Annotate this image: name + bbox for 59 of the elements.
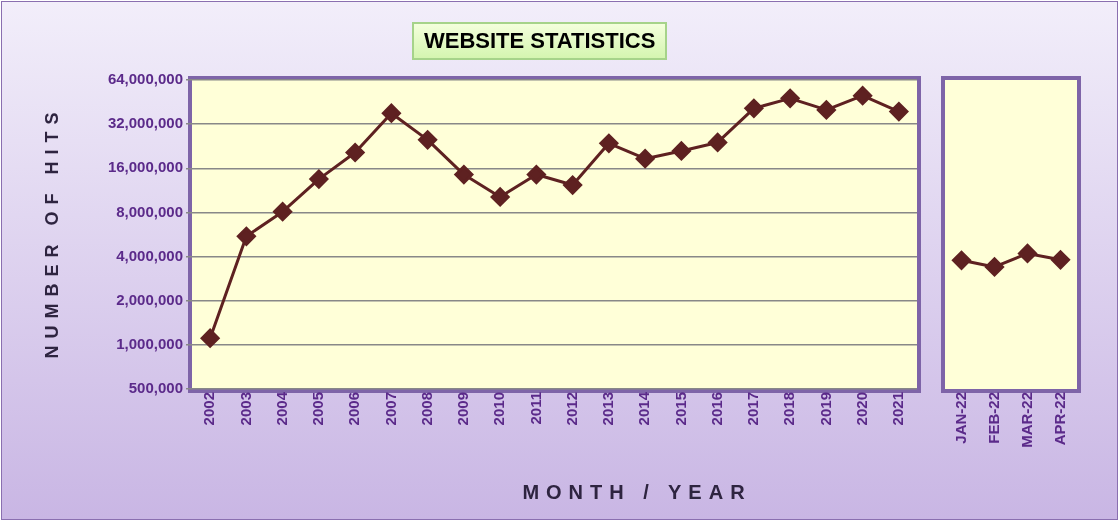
y-axis-title: NUMBER OF HITS: [41, 105, 63, 359]
point: [708, 132, 728, 152]
point: [200, 328, 220, 348]
x-tick-label: 2002: [200, 392, 218, 426]
x-tick-label: APR-22: [1050, 392, 1068, 446]
x-tick-label: 2009: [454, 392, 472, 426]
point: [635, 149, 655, 169]
x-tick-label: 2018: [780, 392, 798, 426]
point: [744, 98, 764, 118]
point: [345, 143, 365, 162]
y-tick-label: 64,000,000: [107, 70, 183, 88]
point: [273, 202, 293, 222]
y-tick-label: 16,000,000: [107, 158, 183, 176]
point: [1018, 243, 1037, 263]
x-tick-label: 2013: [599, 392, 617, 426]
point: [563, 175, 583, 195]
point: [853, 86, 873, 106]
x-tick-label: 2017: [744, 392, 762, 426]
point: [816, 100, 836, 120]
x-tick-label: 2019: [816, 392, 834, 426]
x-tick-label: 2011: [526, 392, 544, 425]
x-tick-label: 2003: [236, 392, 254, 426]
point: [780, 88, 800, 108]
x-tick-label: JAN-22: [951, 392, 969, 444]
point: [490, 187, 510, 207]
x-axis-title: MONTH / YEAR: [522, 480, 752, 504]
x-tick-label: 2005: [309, 392, 327, 426]
x-tick-label: 2012: [562, 392, 580, 426]
x-tick-label: 2016: [707, 392, 725, 426]
point: [1051, 250, 1070, 270]
x-tick-label: MAR-22: [1017, 392, 1035, 448]
point: [381, 103, 401, 123]
x-tick-label: 2014: [635, 391, 653, 426]
y-tick-label: 8,000,000: [116, 202, 183, 220]
x-tick-label: 2008: [417, 392, 435, 426]
point: [418, 130, 438, 150]
x-tick-label: 2021: [889, 392, 907, 426]
point: [454, 165, 474, 185]
x-tick-label: 2015: [671, 392, 689, 426]
point: [599, 133, 619, 153]
point: [985, 257, 1004, 277]
point: [526, 165, 546, 185]
point: [671, 141, 691, 161]
x-tick-label: 2004: [272, 391, 290, 426]
point: [952, 250, 971, 270]
x-tick-label: 2006: [345, 392, 363, 426]
y-tick-label: 500,000: [128, 379, 183, 397]
chart-title: WEBSITE STATISTICS: [412, 22, 668, 60]
y-tick-label: 2,000,000: [116, 290, 183, 308]
y-tick-label: 32,000,000: [107, 114, 183, 132]
y-tick-label: 4,000,000: [116, 246, 183, 264]
point: [889, 102, 909, 122]
x-tick-label: 2010: [490, 392, 508, 426]
x-tick-label: 2007: [381, 392, 399, 426]
x-tick-label: FEB-22: [984, 392, 1002, 444]
point: [236, 226, 256, 246]
point: [309, 169, 329, 189]
x-tick-label: 2020: [852, 392, 870, 426]
y-tick-label: 1,000,000: [116, 335, 183, 352]
